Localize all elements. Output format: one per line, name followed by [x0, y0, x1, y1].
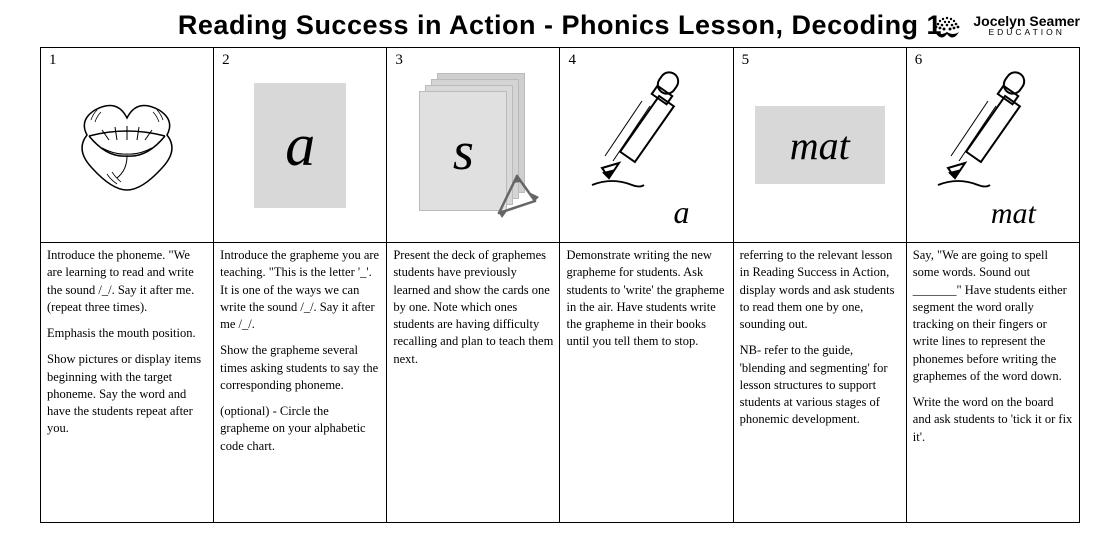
step-number: 2: [222, 52, 230, 69]
step-5-text: referring to the relevant lesson in Read…: [733, 243, 906, 523]
pencil-writing-icon: mat: [928, 65, 1058, 225]
pencil-letter-label: a: [674, 194, 690, 231]
step-paragraph: Show the grapheme several times asking s…: [220, 342, 380, 394]
step-3-icon-cell: 3 s: [387, 48, 560, 243]
step-paragraph: Demonstrate writing the new grapheme for…: [566, 247, 726, 351]
step-paragraph: NB- refer to the guide, 'blending and se…: [740, 342, 900, 428]
pencil-writing-icon: a: [582, 65, 712, 225]
step-paragraph: Introduce the phoneme. "We are learning …: [47, 247, 207, 316]
step-4-icon-cell: 4: [560, 48, 733, 243]
step-3-text: Present the deck of graphemes students h…: [387, 243, 560, 523]
grapheme-card-label: a: [285, 111, 315, 180]
step-number: 6: [915, 52, 923, 69]
step-paragraph: Write the word on the board and ask stud…: [913, 394, 1073, 446]
brand-subtitle: EDUCATION: [973, 28, 1080, 37]
step-paragraph: Introduce the grapheme you are teaching.…: [220, 247, 380, 333]
step-number: 5: [742, 52, 750, 69]
brand-text: Jocelyn Seamer EDUCATION: [973, 14, 1080, 37]
step-number: 3: [395, 52, 403, 69]
step-paragraph: Say, "We are going to spell some words. …: [913, 247, 1073, 385]
recycle-icon: [487, 171, 547, 226]
brand-block: Jocelyn Seamer EDUCATION: [929, 10, 1080, 42]
step-paragraph: referring to the relevant lesson in Read…: [740, 247, 900, 333]
page-header: Reading Success in Action - Phonics Less…: [40, 10, 1080, 41]
step-paragraph: (optional) - Circle the grapheme on your…: [220, 403, 380, 455]
grapheme-card-icon: a: [254, 83, 346, 208]
step-4-text: Demonstrate writing the new grapheme for…: [560, 243, 733, 523]
mouth-icon: [67, 90, 187, 200]
word-card-label: mat: [790, 122, 850, 169]
step-5-icon-cell: 5 mat: [733, 48, 906, 243]
step-2-icon-cell: 2 a: [214, 48, 387, 243]
step-2-text: Introduce the grapheme you are teaching.…: [214, 243, 387, 523]
step-paragraph: Present the deck of graphemes students h…: [393, 247, 553, 368]
step-paragraph: Show pictures or display items beginning…: [47, 351, 207, 437]
step-6-text: Say, "We are going to spell some words. …: [906, 243, 1079, 523]
word-card-icon: mat: [755, 106, 885, 184]
brand-name: Jocelyn Seamer: [973, 14, 1080, 28]
step-1-text: Introduce the phoneme. "We are learning …: [41, 243, 214, 523]
step-6-icon-cell: 6: [906, 48, 1079, 243]
brand-logo-icon: [929, 10, 965, 42]
page-title: Reading Success in Action - Phonics Less…: [178, 10, 942, 41]
step-number: 4: [568, 52, 576, 69]
pencil-word-label: mat: [991, 197, 1036, 231]
step-number: 1: [49, 52, 57, 69]
step-paragraph: Emphasis the mouth position.: [47, 325, 207, 342]
step-1-icon-cell: 1: [41, 48, 214, 243]
lesson-grid: 1: [40, 47, 1080, 523]
card-deck-icon: s: [413, 73, 533, 218]
deck-card-label: s: [453, 120, 474, 182]
